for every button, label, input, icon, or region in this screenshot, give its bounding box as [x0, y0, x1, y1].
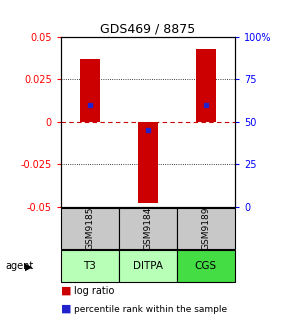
Text: T3: T3: [84, 261, 96, 271]
Bar: [177, 208, 235, 249]
Bar: [61, 250, 119, 282]
Text: GSM9185: GSM9185: [85, 207, 95, 250]
Text: log ratio: log ratio: [74, 286, 114, 296]
Text: DITPA: DITPA: [133, 261, 163, 271]
Text: agent: agent: [6, 261, 34, 271]
Text: CGS: CGS: [195, 261, 217, 271]
Text: ▶: ▶: [25, 261, 32, 271]
Title: GDS469 / 8875: GDS469 / 8875: [100, 23, 195, 36]
Bar: [61, 208, 119, 249]
Bar: [177, 250, 235, 282]
Text: GSM9189: GSM9189: [201, 207, 211, 250]
Text: ■: ■: [61, 304, 71, 314]
Bar: [119, 250, 177, 282]
Bar: [138, 122, 158, 203]
Text: GSM9184: GSM9184: [143, 207, 153, 250]
Text: percentile rank within the sample: percentile rank within the sample: [74, 305, 227, 313]
Text: ■: ■: [61, 286, 71, 296]
Bar: [196, 49, 216, 122]
Bar: [119, 208, 177, 249]
Bar: [80, 59, 100, 122]
